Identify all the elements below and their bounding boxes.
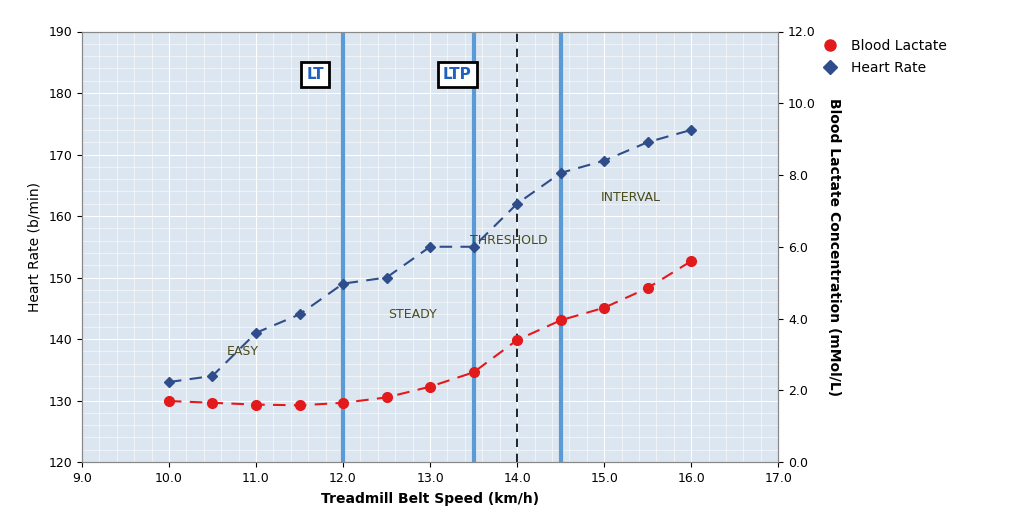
Text: LTP: LTP [443, 67, 472, 82]
Legend: Blood Lactate, Heart Rate: Blood Lactate, Heart Rate [811, 33, 952, 81]
Text: STEADY: STEADY [388, 308, 437, 321]
Y-axis label: Blood Lactate Concentration (mMol/L): Blood Lactate Concentration (mMol/L) [826, 98, 841, 396]
X-axis label: Treadmill Belt Speed (km/h): Treadmill Belt Speed (km/h) [321, 492, 540, 506]
Text: EASY: EASY [227, 345, 259, 358]
Text: THRESHOLD: THRESHOLD [470, 234, 547, 247]
Y-axis label: Heart Rate (b/min): Heart Rate (b/min) [28, 182, 41, 312]
Text: INTERVAL: INTERVAL [600, 191, 660, 204]
Text: LT: LT [306, 67, 324, 82]
